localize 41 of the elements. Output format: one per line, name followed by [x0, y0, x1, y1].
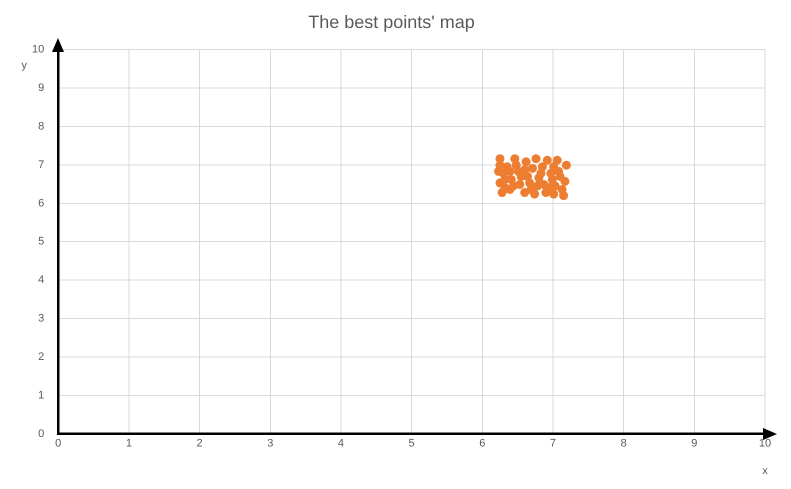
point [549, 190, 558, 199]
x-tick-label: 6 [479, 437, 486, 450]
x-tick-label: 5 [408, 437, 415, 450]
y-axis-title: y [21, 60, 28, 72]
x-axis-title: x [762, 464, 768, 477]
x-tick-label: 7 [550, 437, 556, 450]
x-tick-label: 3 [267, 437, 274, 450]
y-tick-label: 2 [38, 350, 44, 363]
point [536, 168, 546, 178]
x-tick-label: 2 [196, 437, 203, 450]
point [530, 190, 540, 199]
y-tick-label: 9 [38, 82, 44, 94]
chart-title: The best points' map [308, 12, 475, 32]
point [520, 188, 530, 198]
point [532, 181, 542, 190]
point [498, 168, 508, 178]
point [532, 154, 541, 164]
point [554, 166, 564, 176]
point [562, 160, 571, 170]
y-tick-label: 1 [38, 389, 44, 402]
x-tick-label: 1 [126, 437, 132, 450]
y-tick-label: 7 [38, 158, 44, 171]
y-tick-label: 0 [38, 428, 44, 440]
y-tick-label: 10 [32, 44, 44, 56]
x-tick-label: 8 [620, 437, 627, 450]
x-tick-label: 10 [758, 437, 772, 450]
point [559, 191, 568, 200]
y-tick-label: 3 [38, 312, 44, 325]
point [522, 157, 531, 166]
y-tick-label: 6 [38, 197, 44, 210]
point [560, 176, 570, 186]
point [552, 156, 562, 165]
y-tick-label: 5 [38, 236, 44, 248]
point [528, 164, 537, 173]
point [542, 156, 552, 165]
x-tick-label: 4 [338, 437, 344, 450]
x-tick-label: 9 [691, 437, 698, 450]
x-tick-label: 0 [55, 437, 62, 450]
y-tick-label: 8 [38, 120, 44, 132]
point [508, 181, 518, 190]
y-tick-label: 4 [38, 274, 44, 286]
